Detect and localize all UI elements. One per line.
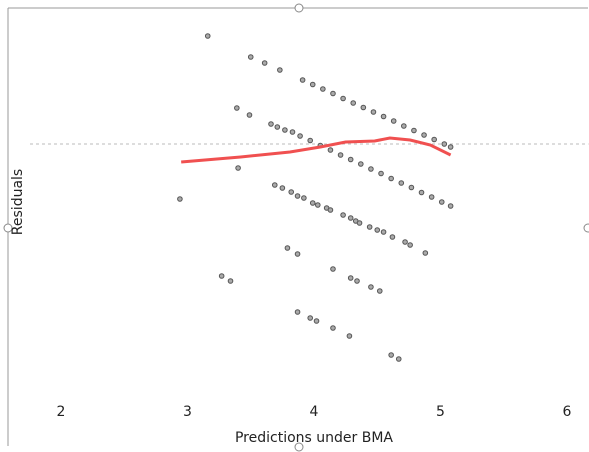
point [282,127,288,133]
point [297,133,303,139]
point [337,152,344,158]
point [374,227,381,233]
point [284,245,291,251]
point [366,224,373,230]
point [307,137,314,144]
point [402,239,408,245]
point [227,278,234,284]
point [388,175,394,182]
point [340,212,346,218]
point [294,309,301,315]
point [327,207,334,213]
point [390,118,397,124]
point [177,196,183,202]
point [294,251,301,257]
point [330,266,336,272]
point [347,215,354,221]
point [301,195,307,201]
smooth-line [181,136,452,164]
point [411,127,417,134]
point [347,275,354,281]
point [447,144,454,150]
point [320,86,326,92]
point [218,273,225,279]
point [346,333,353,339]
point [431,136,437,143]
resize-handle[interactable] [3,223,13,233]
point [330,325,336,331]
x-axis-label: Predictions under BMA [235,430,393,446]
point [340,95,346,102]
point [234,105,240,111]
point [347,156,354,163]
point [438,199,445,205]
point [421,132,427,138]
point [378,170,384,177]
point [380,113,387,120]
point [356,220,363,226]
point [441,141,448,147]
point [447,203,454,209]
point [368,166,374,172]
point [422,250,429,256]
point [261,60,268,66]
point [408,184,415,191]
point [268,121,274,127]
resize-handle[interactable] [583,223,589,233]
x-tick-label: 3 [183,404,192,420]
point [330,90,336,97]
point [354,278,360,284]
point [289,129,296,135]
point [314,202,321,208]
point [299,77,306,83]
point [398,180,405,186]
point [246,112,253,118]
point [418,189,425,196]
point [428,194,435,200]
point [376,288,383,294]
point [380,229,387,235]
point [313,318,320,324]
y-axis-label: Residuals [10,169,26,235]
point [235,165,241,171]
point [368,284,374,290]
point [389,234,396,240]
point [274,124,281,130]
point [277,67,283,73]
point [358,161,364,167]
point [327,147,334,153]
point [288,189,295,195]
resize-handle[interactable] [294,442,304,452]
point [271,182,278,188]
point [407,242,413,248]
point [279,185,286,191]
point [388,352,394,358]
point [360,104,367,111]
point [309,200,316,206]
point [294,193,301,199]
x-tick-label: 2 [57,404,66,420]
point [307,315,314,321]
point [309,81,316,88]
point [204,33,211,39]
point [401,123,407,129]
x-tick-label: 6 [563,404,572,420]
point [370,109,377,115]
point [350,100,357,106]
point [395,356,402,362]
x-tick-label: 5 [436,404,445,420]
x-tick-label: 4 [310,404,319,420]
point [247,54,254,60]
resize-handle[interactable] [294,3,304,13]
